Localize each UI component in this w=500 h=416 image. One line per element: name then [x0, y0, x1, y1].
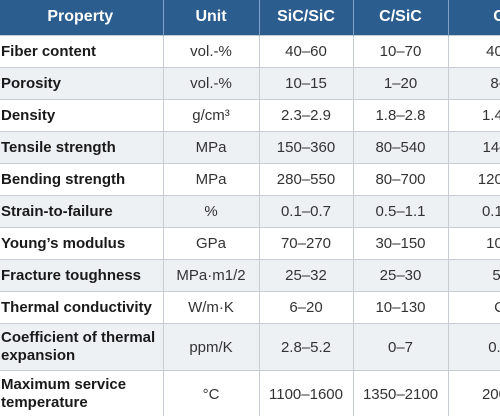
- sic-sic-cell: 70–270: [259, 227, 354, 260]
- property-cell: Thermal conductivity: [0, 291, 164, 324]
- c-c-cell: 10–48: [448, 227, 500, 260]
- unit-cell: g/cm³: [163, 99, 260, 132]
- table-row: Density g/cm³ 2.3–2.9 1.8–2.8 1.4–1.6: [0, 99, 500, 132]
- unit-cell: MPa·m1/2: [163, 259, 260, 292]
- unit-cell: vol.-%: [163, 35, 260, 68]
- table-row: Strain-to-failure % 0.1–0.7 0.5–1.1 0.1–…: [0, 195, 500, 228]
- c-c-cell: 5,7–: [448, 259, 500, 292]
- c-sic-cell: 80–540: [353, 131, 449, 164]
- sic-sic-cell: 2.3–2.9: [259, 99, 354, 132]
- sic-sic-cell: 1100–1600: [259, 370, 354, 416]
- unit-cell: MPa: [163, 131, 260, 164]
- table-row: Bending strength MPa 280–550 80–700 120–…: [0, 163, 500, 196]
- c-sic-cell: 80–700: [353, 163, 449, 196]
- header-sic-sic: SiC/SiC: [259, 0, 354, 36]
- sic-sic-cell: 0.1–0.7: [259, 195, 354, 228]
- table-row: Tensile strength MPa 150–360 80–540 14–1…: [0, 131, 500, 164]
- property-cell: Bending strength: [0, 163, 164, 196]
- c-sic-cell: 10–70: [353, 35, 449, 68]
- sic-sic-cell: 150–360: [259, 131, 354, 164]
- c-sic-cell: 0–7: [353, 323, 449, 371]
- c-c-cell: 120–250: [448, 163, 500, 196]
- unit-cell: W/m·K: [163, 291, 260, 324]
- c-c-cell: 2000–2: [448, 370, 500, 416]
- c-c-cell: 0.1–0.5: [448, 195, 500, 228]
- table-row: Fiber content vol.-% 40–60 10–70 40–60: [0, 35, 500, 68]
- sic-sic-cell: 2.8–5.2: [259, 323, 354, 371]
- c-sic-cell: 30–150: [353, 227, 449, 260]
- sic-sic-cell: 6–20: [259, 291, 354, 324]
- property-cell: Maximum service temperature: [0, 370, 164, 416]
- table-row: Maximum service temperature °C 1100–1600…: [0, 370, 500, 416]
- c-sic-cell: 0.5–1.1: [353, 195, 449, 228]
- c-c-cell: 0.6–8: [448, 323, 500, 371]
- property-cell: Coefficient of thermal expansion: [0, 323, 164, 371]
- unit-cell: GPa: [163, 227, 260, 260]
- table-row: Fracture toughness MPa·m1/2 25–32 25–30 …: [0, 259, 500, 292]
- property-cell: Fiber content: [0, 35, 164, 68]
- property-cell: Strain-to-failure: [0, 195, 164, 228]
- unit-cell: %: [163, 195, 260, 228]
- c-c-cell: 1.4–1.6: [448, 99, 500, 132]
- unit-cell: vol.-%: [163, 67, 260, 100]
- property-cell: Young’s modulus: [0, 227, 164, 260]
- sic-sic-cell: 25–32: [259, 259, 354, 292]
- table-row: Young’s modulus GPa 70–270 30–150 10–48: [0, 227, 500, 260]
- header-unit: Unit: [163, 0, 260, 36]
- unit-cell: MPa: [163, 163, 260, 196]
- c-sic-cell: 10–130: [353, 291, 449, 324]
- unit-cell: ppm/K: [163, 323, 260, 371]
- c-sic-cell: 1–20: [353, 67, 449, 100]
- header-c-c: C/C: [448, 0, 500, 36]
- table-row: Thermal conductivity W/m·K 6–20 10–130 C…: [0, 291, 500, 324]
- unit-cell: °C: [163, 370, 260, 416]
- c-sic-cell: 1.8–2.8: [353, 99, 449, 132]
- property-cell: Fracture toughness: [0, 259, 164, 292]
- c-sic-cell: 25–30: [353, 259, 449, 292]
- property-cell: Porosity: [0, 67, 164, 100]
- property-cell: Density: [0, 99, 164, 132]
- c-c-cell: C/C: [448, 291, 500, 324]
- header-property: Property: [0, 0, 164, 36]
- sic-sic-cell: 40–60: [259, 35, 354, 68]
- c-c-cell: 8–25: [448, 67, 500, 100]
- c-c-cell: 14–110: [448, 131, 500, 164]
- c-c-cell: 40–60: [448, 35, 500, 68]
- sic-sic-cell: 280–550: [259, 163, 354, 196]
- sic-sic-cell: 10–15: [259, 67, 354, 100]
- c-sic-cell: 1350–2100: [353, 370, 449, 416]
- property-cell: Tensile strength: [0, 131, 164, 164]
- header-row: Property Unit SiC/SiC C/SiC C/C: [0, 0, 500, 36]
- table-row: Porosity vol.-% 10–15 1–20 8–25: [0, 67, 500, 100]
- table-row: Coefficient of thermal expansion ppm/K 2…: [0, 323, 500, 371]
- header-c-sic: C/SiC: [353, 0, 449, 36]
